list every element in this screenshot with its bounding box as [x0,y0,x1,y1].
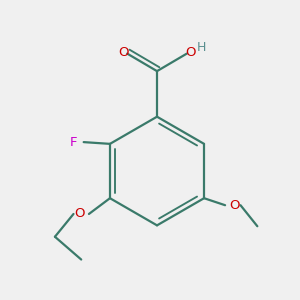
Text: F: F [69,136,77,148]
Text: O: O [118,46,128,59]
Text: O: O [185,46,196,59]
Text: H: H [197,41,206,54]
Text: O: O [74,208,85,220]
Text: O: O [230,199,240,212]
